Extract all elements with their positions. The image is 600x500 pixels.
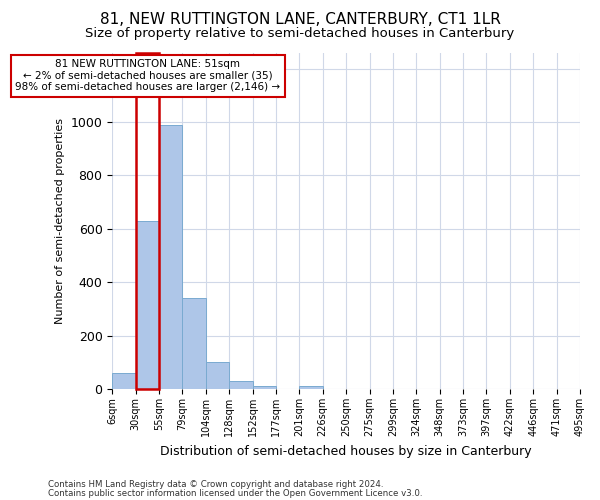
Bar [182, 298, 206, 389]
Text: Contains public sector information licensed under the Open Government Licence v3: Contains public sector information licen… [48, 489, 422, 498]
Bar [299, 386, 323, 389]
Text: Contains HM Land Registry data © Crown copyright and database right 2024.: Contains HM Land Registry data © Crown c… [48, 480, 383, 489]
Bar [136, 52, 159, 389]
Text: Size of property relative to semi-detached houses in Canterbury: Size of property relative to semi-detach… [85, 28, 515, 40]
Bar [206, 362, 229, 389]
Bar [136, 221, 159, 389]
Bar [229, 381, 253, 389]
Y-axis label: Number of semi-detached properties: Number of semi-detached properties [55, 118, 65, 324]
Text: 81 NEW RUTTINGTON LANE: 51sqm
← 2% of semi-detached houses are smaller (35)
98% : 81 NEW RUTTINGTON LANE: 51sqm ← 2% of se… [15, 59, 280, 92]
X-axis label: Distribution of semi-detached houses by size in Canterbury: Distribution of semi-detached houses by … [160, 444, 532, 458]
Bar [112, 373, 136, 389]
Bar [253, 386, 276, 389]
Text: 81, NEW RUTTINGTON LANE, CANTERBURY, CT1 1LR: 81, NEW RUTTINGTON LANE, CANTERBURY, CT1… [100, 12, 500, 28]
Bar [159, 124, 182, 389]
